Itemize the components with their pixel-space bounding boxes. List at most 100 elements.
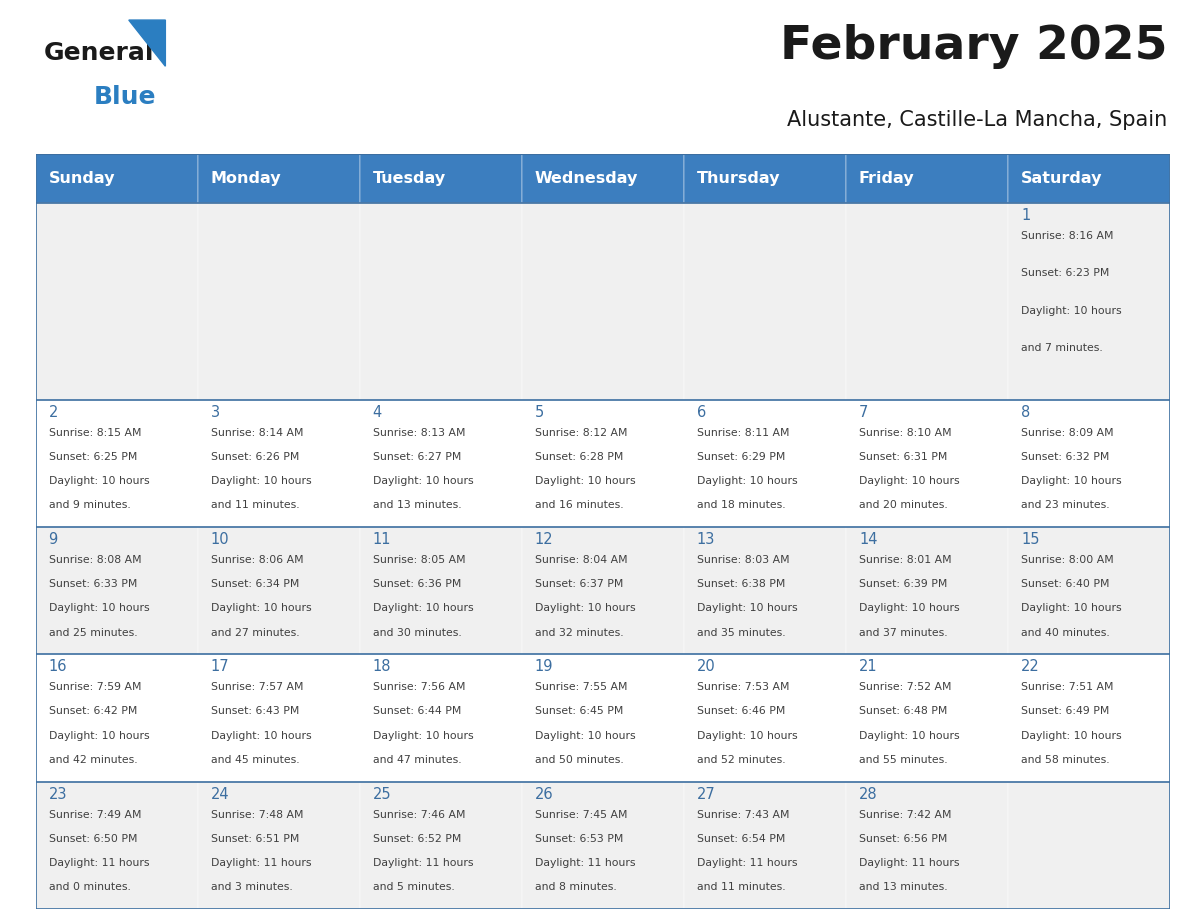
Text: Sunset: 6:50 PM: Sunset: 6:50 PM	[49, 834, 137, 844]
FancyBboxPatch shape	[36, 655, 197, 781]
FancyBboxPatch shape	[360, 527, 522, 655]
FancyBboxPatch shape	[36, 527, 197, 655]
Text: and 13 minutes.: and 13 minutes.	[373, 500, 461, 510]
Text: Daylight: 10 hours: Daylight: 10 hours	[1020, 476, 1121, 487]
FancyBboxPatch shape	[197, 400, 360, 527]
Text: Daylight: 10 hours: Daylight: 10 hours	[210, 731, 311, 741]
Text: 9: 9	[49, 532, 58, 547]
Text: Daylight: 10 hours: Daylight: 10 hours	[697, 476, 797, 487]
Text: Sunrise: 8:10 AM: Sunrise: 8:10 AM	[859, 428, 952, 438]
Text: Sunset: 6:38 PM: Sunset: 6:38 PM	[697, 579, 785, 589]
Text: Sunrise: 8:04 AM: Sunrise: 8:04 AM	[535, 555, 627, 565]
Text: Daylight: 10 hours: Daylight: 10 hours	[373, 603, 473, 613]
Text: Sunrise: 8:14 AM: Sunrise: 8:14 AM	[210, 428, 303, 438]
Text: Blue: Blue	[94, 85, 157, 109]
FancyBboxPatch shape	[846, 154, 1009, 203]
Text: 19: 19	[535, 659, 554, 675]
FancyBboxPatch shape	[684, 154, 846, 203]
Text: Sunrise: 8:15 AM: Sunrise: 8:15 AM	[49, 428, 141, 438]
Text: and 8 minutes.: and 8 minutes.	[535, 882, 617, 892]
Text: Thursday: Thursday	[697, 171, 781, 186]
Text: Sunrise: 8:09 AM: Sunrise: 8:09 AM	[1020, 428, 1113, 438]
Text: Daylight: 11 hours: Daylight: 11 hours	[859, 858, 960, 868]
Text: and 16 minutes.: and 16 minutes.	[535, 500, 624, 510]
Text: and 58 minutes.: and 58 minutes.	[1020, 755, 1110, 765]
Text: and 25 minutes.: and 25 minutes.	[49, 628, 138, 638]
Text: Sunrise: 8:06 AM: Sunrise: 8:06 AM	[210, 555, 303, 565]
Text: 24: 24	[210, 787, 229, 801]
FancyBboxPatch shape	[36, 400, 197, 527]
Text: Alustante, Castille-La Mancha, Spain: Alustante, Castille-La Mancha, Spain	[788, 110, 1168, 130]
Text: 14: 14	[859, 532, 878, 547]
Text: and 23 minutes.: and 23 minutes.	[1020, 500, 1110, 510]
FancyBboxPatch shape	[197, 655, 360, 781]
Text: and 55 minutes.: and 55 minutes.	[859, 755, 948, 765]
Text: and 37 minutes.: and 37 minutes.	[859, 628, 948, 638]
Text: Sunrise: 7:42 AM: Sunrise: 7:42 AM	[859, 810, 952, 820]
Text: 12: 12	[535, 532, 554, 547]
Text: 23: 23	[49, 787, 67, 801]
FancyBboxPatch shape	[360, 655, 522, 781]
Text: Sunrise: 7:56 AM: Sunrise: 7:56 AM	[373, 682, 466, 692]
Text: 4: 4	[373, 405, 383, 420]
Text: and 40 minutes.: and 40 minutes.	[1020, 628, 1110, 638]
Text: 16: 16	[49, 659, 67, 675]
Text: Sunset: 6:40 PM: Sunset: 6:40 PM	[1020, 579, 1110, 589]
Text: Sunset: 6:52 PM: Sunset: 6:52 PM	[373, 834, 461, 844]
Text: 20: 20	[697, 659, 715, 675]
Text: Sunset: 6:42 PM: Sunset: 6:42 PM	[49, 707, 137, 716]
Text: and 11 minutes.: and 11 minutes.	[697, 882, 785, 892]
Text: Sunset: 6:44 PM: Sunset: 6:44 PM	[373, 707, 461, 716]
Text: and 52 minutes.: and 52 minutes.	[697, 755, 785, 765]
Text: and 35 minutes.: and 35 minutes.	[697, 628, 785, 638]
Text: Daylight: 11 hours: Daylight: 11 hours	[535, 858, 636, 868]
Text: and 45 minutes.: and 45 minutes.	[210, 755, 299, 765]
Text: and 20 minutes.: and 20 minutes.	[859, 500, 948, 510]
FancyBboxPatch shape	[684, 400, 846, 527]
FancyBboxPatch shape	[846, 781, 1009, 909]
Text: Daylight: 10 hours: Daylight: 10 hours	[859, 731, 960, 741]
Text: Sunrise: 8:08 AM: Sunrise: 8:08 AM	[49, 555, 141, 565]
FancyBboxPatch shape	[36, 154, 197, 203]
Text: Wednesday: Wednesday	[535, 171, 638, 186]
Text: 17: 17	[210, 659, 229, 675]
Text: Sunset: 6:53 PM: Sunset: 6:53 PM	[535, 834, 624, 844]
Text: Sunset: 6:34 PM: Sunset: 6:34 PM	[210, 579, 299, 589]
Text: Daylight: 10 hours: Daylight: 10 hours	[210, 603, 311, 613]
Text: 22: 22	[1020, 659, 1040, 675]
Text: Sunrise: 8:13 AM: Sunrise: 8:13 AM	[373, 428, 466, 438]
FancyBboxPatch shape	[197, 527, 360, 655]
Text: Sunrise: 7:51 AM: Sunrise: 7:51 AM	[1020, 682, 1113, 692]
Text: and 47 minutes.: and 47 minutes.	[373, 755, 461, 765]
Text: Sunrise: 7:45 AM: Sunrise: 7:45 AM	[535, 810, 627, 820]
Text: Friday: Friday	[859, 171, 915, 186]
FancyBboxPatch shape	[360, 781, 522, 909]
Text: 7: 7	[859, 405, 868, 420]
Text: Sunset: 6:25 PM: Sunset: 6:25 PM	[49, 452, 137, 462]
Text: Sunrise: 7:52 AM: Sunrise: 7:52 AM	[859, 682, 952, 692]
Text: and 27 minutes.: and 27 minutes.	[210, 628, 299, 638]
Text: Daylight: 10 hours: Daylight: 10 hours	[859, 603, 960, 613]
Text: Sunset: 6:23 PM: Sunset: 6:23 PM	[1020, 268, 1110, 278]
Text: Daylight: 10 hours: Daylight: 10 hours	[373, 476, 473, 487]
Text: Daylight: 10 hours: Daylight: 10 hours	[535, 476, 636, 487]
Text: Sunrise: 7:43 AM: Sunrise: 7:43 AM	[697, 810, 789, 820]
Text: General: General	[44, 40, 154, 64]
Text: Sunset: 6:27 PM: Sunset: 6:27 PM	[373, 452, 461, 462]
Text: 11: 11	[373, 532, 391, 547]
Text: Sunrise: 8:16 AM: Sunrise: 8:16 AM	[1020, 230, 1113, 241]
Text: Sunset: 6:49 PM: Sunset: 6:49 PM	[1020, 707, 1110, 716]
Text: Daylight: 10 hours: Daylight: 10 hours	[49, 476, 150, 487]
Text: 3: 3	[210, 405, 220, 420]
Text: and 18 minutes.: and 18 minutes.	[697, 500, 785, 510]
Text: Sunset: 6:46 PM: Sunset: 6:46 PM	[697, 707, 785, 716]
Text: Sunrise: 8:03 AM: Sunrise: 8:03 AM	[697, 555, 790, 565]
Text: Monday: Monday	[210, 171, 282, 186]
Text: Daylight: 11 hours: Daylight: 11 hours	[210, 858, 311, 868]
Text: Sunset: 6:26 PM: Sunset: 6:26 PM	[210, 452, 299, 462]
FancyBboxPatch shape	[522, 203, 684, 400]
Text: Daylight: 10 hours: Daylight: 10 hours	[535, 603, 636, 613]
Text: 2: 2	[49, 405, 58, 420]
Text: and 42 minutes.: and 42 minutes.	[49, 755, 138, 765]
Text: Sunset: 6:32 PM: Sunset: 6:32 PM	[1020, 452, 1110, 462]
